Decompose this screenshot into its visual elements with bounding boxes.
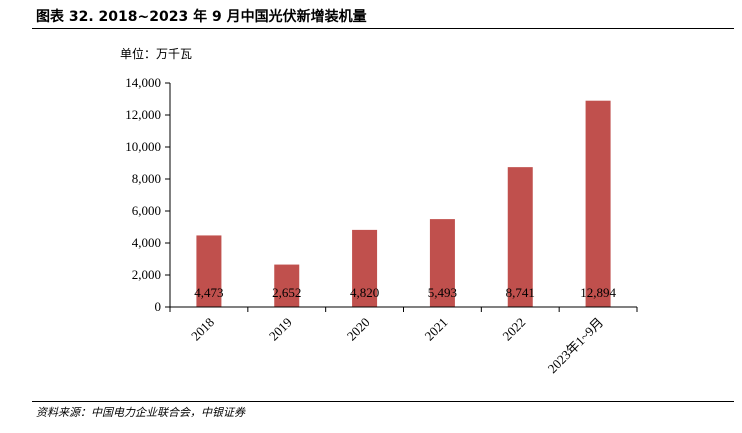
x-tick-label: 2022 (499, 315, 528, 344)
y-tick-label: 6,000 (132, 203, 161, 218)
y-axis: 0 2,000 4,000 6,000 8,000 10,000 12,000 14,000 (125, 75, 171, 314)
y-tick-label: 8,000 (132, 171, 161, 186)
data-label: 4,473 (194, 285, 223, 300)
data-label: 8,741 (506, 285, 535, 300)
data-label: 12,894 (580, 285, 616, 300)
source-note: 资料来源：中国电力企业联合会，中银证券 (36, 406, 245, 419)
bar (429, 219, 455, 307)
data-label: 5,493 (428, 285, 457, 300)
y-tick-label: 0 (155, 299, 162, 314)
x-axis: 2018 2019 2020 2021 2022 2023年1~9月 (169, 306, 638, 377)
x-tick-label: 2018 (188, 315, 217, 344)
x-tick-label: 2020 (344, 315, 373, 344)
y-tick-label: 12,000 (125, 107, 161, 122)
figure-title: 图表 32. 2018~2023 年 9 月中国光伏新增装机量 (36, 9, 367, 25)
y-tick-label: 10,000 (125, 139, 161, 154)
bar (274, 264, 300, 307)
y-tick-label: 14,000 (125, 75, 161, 90)
bar (585, 100, 611, 307)
title-divider (32, 28, 734, 29)
y-tick-label: 2,000 (132, 267, 161, 282)
bar-chart: 02,0004,0006,0008,00010,00012,00014,000 … (125, 75, 638, 377)
data-label: 2,652 (272, 285, 301, 300)
bar (507, 167, 533, 307)
y-tick-label: 4,000 (132, 235, 161, 250)
bar (196, 235, 222, 307)
x-tick-label: 2021 (422, 315, 451, 344)
x-tick-label: 2023年1~9月 (545, 315, 607, 377)
bar (352, 229, 378, 307)
data-label: 4,820 (350, 285, 379, 300)
unit-label: 单位：万千瓦 (120, 47, 193, 61)
footer-divider (32, 401, 734, 402)
x-tick-label: 2019 (266, 315, 295, 344)
bars: 4,473 2,652 4,820 5,493 8,741 12,894 (194, 100, 616, 307)
